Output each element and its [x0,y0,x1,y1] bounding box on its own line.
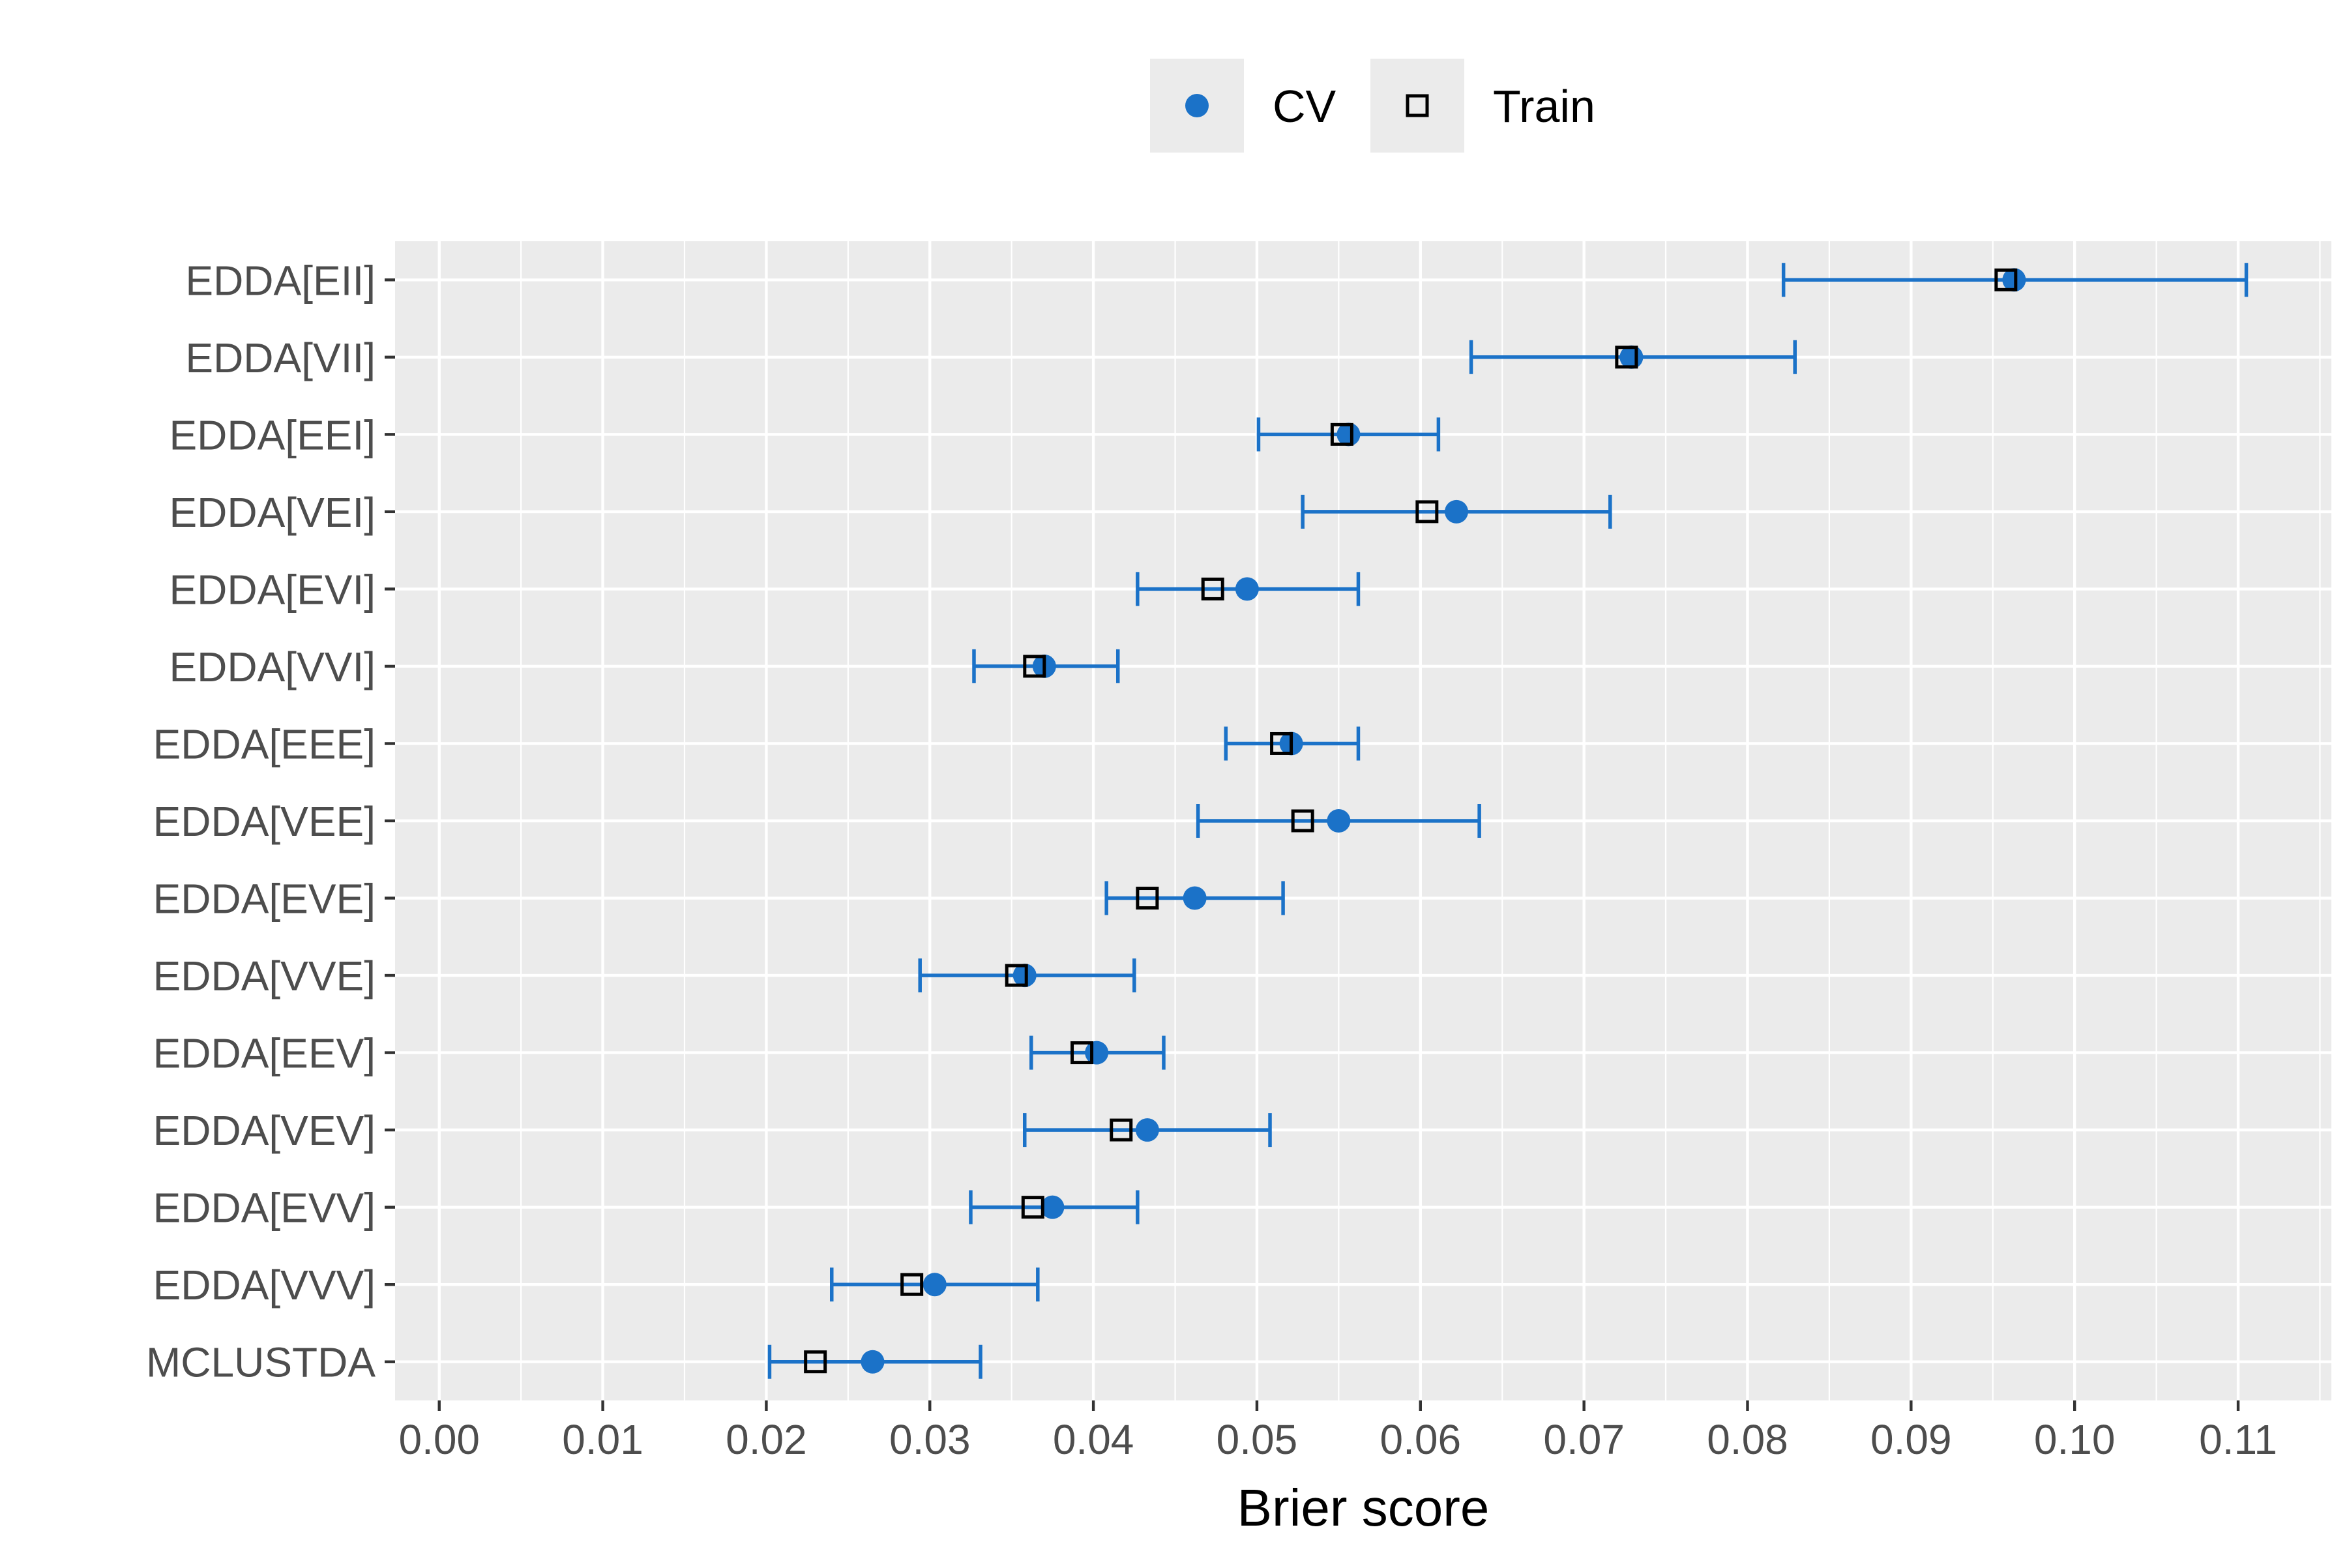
train-point [900,1273,924,1296]
train-point [1994,268,2018,291]
train-point [1023,655,1046,678]
y-tick-label: EDDA[EEI] [169,411,376,458]
legend-key-cv [1185,94,1209,117]
x-tick-label: 0.04 [1053,1416,1134,1463]
x-tick-label: 0.02 [726,1416,807,1463]
x-tick-label: 0.07 [1543,1416,1625,1463]
x-tick-label: 0.00 [398,1416,480,1463]
y-tick-label: MCLUSTDA [146,1339,376,1386]
train-point [1415,500,1439,524]
y-tick-label: EDDA[EEV] [153,1030,376,1077]
legend-key-train-bg [1370,59,1464,153]
y-tick-label: EDDA[EEE] [153,720,376,767]
legend-label-train: Train [1493,81,1595,132]
x-tick-label: 0.01 [562,1416,643,1463]
legend-label-cv: CV [1273,81,1336,132]
train-point [1201,577,1224,600]
y-tick-label: EDDA[VVV] [153,1262,376,1309]
x-tick-label: 0.05 [1217,1416,1298,1463]
train-point [1070,1041,1094,1065]
cv-point [1183,886,1207,910]
y-tick-label: EDDA[EVV] [153,1185,376,1232]
train-point [804,1350,827,1374]
cv-point [923,1273,947,1297]
x-tick-label: 0.11 [2199,1416,2277,1463]
x-tick-label: 0.03 [889,1416,971,1463]
cv-point [1041,1195,1065,1219]
y-tick-label: EDDA[VII] [185,334,376,381]
x-tick-label: 0.08 [1707,1416,1788,1463]
legend-key-train [1406,94,1429,117]
y-tick-label: EDDA[EVI] [169,566,376,613]
y-tick-label: EDDA[VEI] [169,489,376,536]
train-point [1110,1118,1133,1142]
cv-point [861,1350,885,1374]
train-point [1615,346,1638,369]
y-tick-label: EDDA[VVI] [169,643,376,690]
train-point [1291,809,1314,833]
train-point [1330,422,1353,446]
train-point [1136,887,1159,910]
y-tick-label: EDDA[EVE] [153,876,376,923]
x-tick-label: 0.06 [1380,1416,1462,1463]
cv-point [1444,499,1468,524]
y-tick-label: EDDA[VEV] [153,1107,376,1154]
x-axis-title: Brier score [1237,1479,1490,1537]
y-tick-label: EDDA[VEE] [153,798,376,845]
x-tick-label: 0.10 [2034,1416,2116,1463]
cv-point [1327,809,1351,833]
cv-point [1135,1118,1159,1142]
train-point [1005,964,1028,987]
y-tick-label: EDDA[EII] [185,257,376,304]
train-point [1270,732,1293,755]
train-point [1021,1196,1044,1219]
cv-point [1235,577,1259,601]
cv-point [1336,422,1361,447]
y-tick-label: EDDA[VVE] [153,953,376,999]
x-tick-label: 0.09 [1870,1416,1952,1463]
